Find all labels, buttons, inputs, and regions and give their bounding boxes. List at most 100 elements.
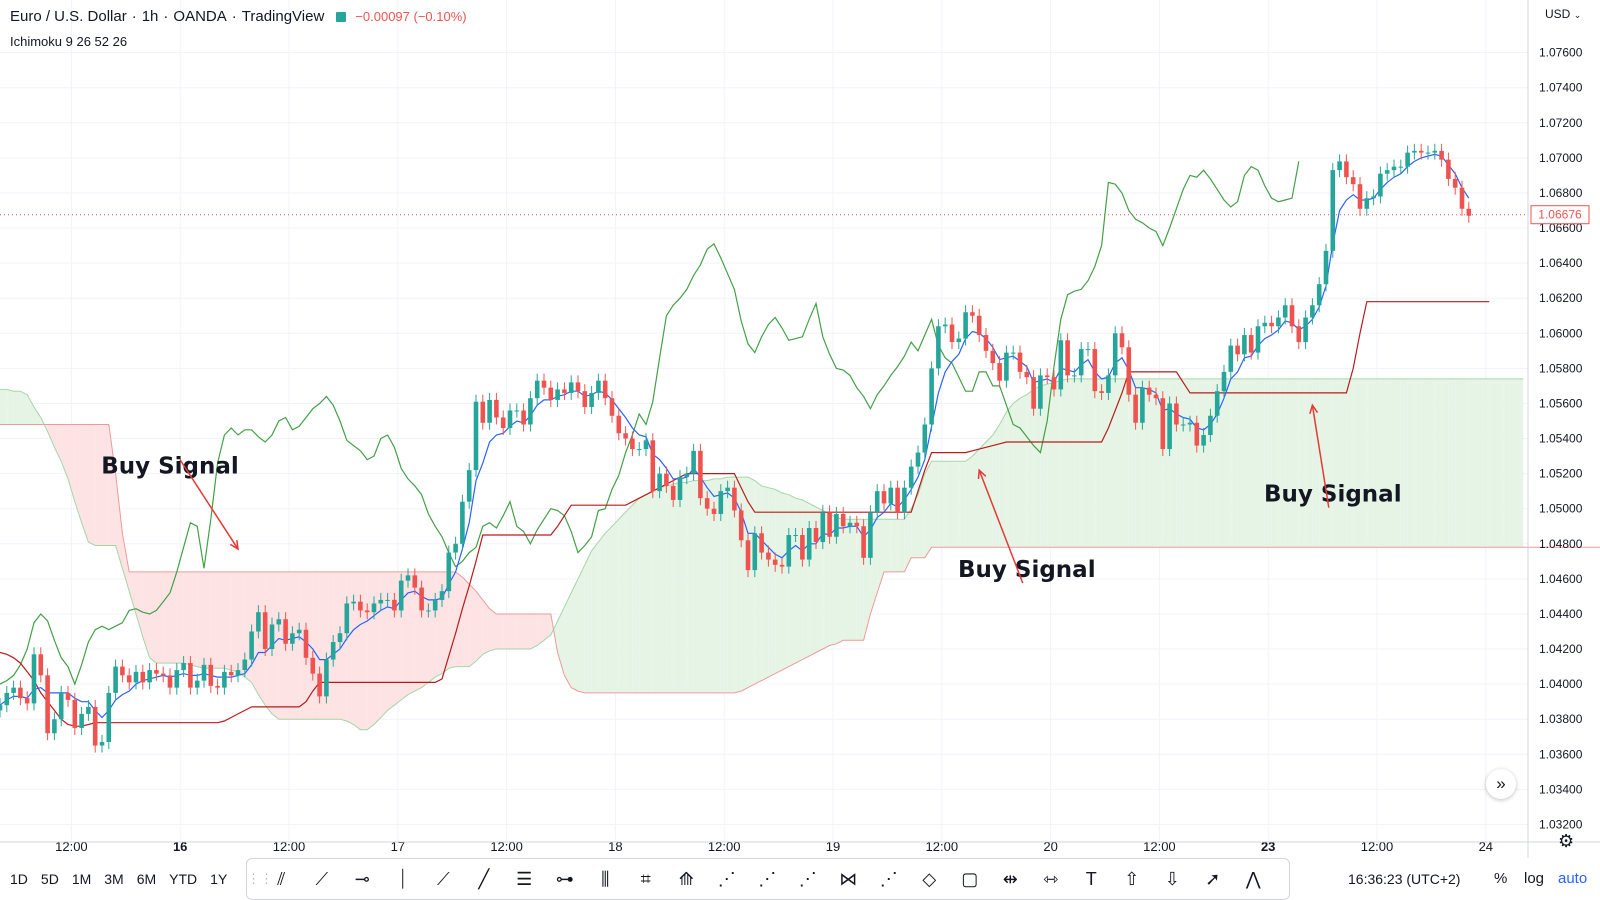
settings-gear-icon[interactable]: ⚙	[1558, 831, 1575, 851]
candle-up	[1316, 284, 1322, 306]
y-tick-label: 1.07400	[1539, 81, 1583, 95]
cloud-segment	[1482, 378, 1490, 548]
range-1m-button[interactable]: 1M	[71, 871, 92, 887]
indicator-legend[interactable]: Ichimoku 9 26 52 26	[10, 34, 128, 49]
cloud-segment	[136, 571, 143, 637]
cloud-segment	[204, 571, 211, 669]
candle-up	[276, 619, 282, 625]
percent-scale-button[interactable]: %	[1494, 870, 1508, 887]
pitchfork-icon[interactable]: ☰	[516, 868, 533, 889]
drag-handle-icon[interactable]: ⋮⋮	[247, 871, 273, 886]
fib-retracement-icon[interactable]: ⫼	[601, 868, 610, 889]
candle-down	[1092, 349, 1098, 392]
regression-trend-icon[interactable]: ⟋	[315, 868, 329, 889]
cypher-pattern-icon[interactable]: ⋀	[1245, 868, 1261, 889]
candle-up	[834, 513, 839, 537]
candle-down	[1357, 184, 1363, 209]
candle-down	[895, 487, 900, 513]
cloud-segment	[890, 519, 898, 572]
triangle-pattern-icon[interactable]: ◇	[922, 868, 937, 889]
candle-down	[861, 526, 866, 558]
cloud-segment	[312, 571, 320, 720]
clock[interactable]: 16:36:23 (UTC+2)	[1348, 871, 1461, 887]
vertical-line-icon[interactable]: ⏐	[397, 868, 408, 889]
horizontal-segment-icon[interactable]: ⊶	[555, 868, 574, 889]
cloud-segment	[1190, 378, 1197, 548]
abcd-pattern-icon[interactable]: ⋰	[758, 868, 777, 889]
elliott-impulse-icon[interactable]: ⋰	[717, 868, 736, 889]
candle-up	[752, 533, 758, 571]
xabcd-pattern-icon[interactable]: ⋰	[798, 868, 817, 889]
candle-up	[201, 664, 207, 681]
cloud-segment	[673, 482, 680, 693]
cloud-segment	[952, 461, 959, 548]
range-1y-button[interactable]: 1Y	[210, 871, 228, 887]
cloud-segment	[843, 519, 850, 641]
scroll-to-realtime-button[interactable]: »	[1486, 769, 1516, 799]
interval-label[interactable]: 1h	[141, 8, 159, 25]
cloud-segment	[727, 477, 735, 693]
ray-icon[interactable]: ╱	[478, 868, 490, 889]
candles	[0, 143, 1472, 753]
candle-down	[1031, 377, 1036, 409]
range-5d-button[interactable]: 5D	[40, 871, 59, 887]
candle-up	[1242, 335, 1247, 355]
candle-up	[514, 410, 520, 412]
cloud-segment	[1244, 378, 1252, 548]
date-range-icon[interactable]: ⇹	[1002, 868, 1018, 889]
cloud-segment	[1115, 378, 1122, 548]
cloud-segment	[1434, 378, 1442, 548]
cloud-segment	[367, 571, 374, 730]
cloud-segment	[938, 461, 946, 548]
candle-down	[623, 433, 628, 439]
cloud-segment	[346, 571, 354, 725]
candle-up	[786, 535, 792, 567]
candle-up	[908, 466, 914, 488]
log-scale-button[interactable]: log	[1524, 870, 1545, 887]
long-position-icon[interactable]: ⌗	[640, 868, 651, 889]
parallel-channel-icon[interactable]: ⫽	[277, 868, 286, 889]
cloud-segment	[1326, 378, 1333, 548]
gann-fan-icon[interactable]: ⟰	[678, 868, 694, 889]
rectangle-icon[interactable]: ▢	[961, 868, 979, 889]
cloud-segment	[618, 512, 626, 693]
cloud-segment	[768, 487, 776, 678]
y-tick-label: 1.06800	[1539, 186, 1583, 200]
price-range-icon[interactable]: ⇿	[1043, 868, 1059, 889]
range-6m-button[interactable]: 6M	[136, 871, 157, 887]
auto-scale-button[interactable]: auto	[1558, 870, 1588, 887]
candle-down	[997, 363, 1002, 381]
arrow-marker-icon[interactable]: ➚	[1205, 868, 1221, 889]
horizontal-ray-icon[interactable]: ⊸	[354, 868, 370, 889]
candle-up	[466, 470, 472, 502]
text-icon[interactable]: T	[1085, 868, 1097, 889]
cloud-segment	[999, 412, 1007, 548]
cloud-segment	[680, 482, 687, 693]
head-shoulders-icon[interactable]: ⋈	[839, 868, 858, 889]
cloud-segment	[54, 424, 62, 462]
trend-line-icon[interactable]: ⟋	[436, 868, 450, 889]
range-3m-button[interactable]: 3M	[104, 871, 124, 887]
currency-selector[interactable]: USD ⌄	[1545, 7, 1581, 21]
candle-up	[1310, 305, 1315, 318]
cloud-segment	[693, 480, 701, 693]
candle-up	[1058, 340, 1064, 390]
cloud-segment	[816, 506, 823, 653]
candle-up	[1262, 322, 1268, 327]
range-1d-button[interactable]: 1D	[10, 871, 28, 887]
cloud-segment	[1264, 378, 1272, 548]
range-ytd-button[interactable]: YTD	[169, 871, 198, 887]
candle-up	[398, 580, 404, 611]
wave-pattern-icon[interactable]: ⋰	[879, 868, 898, 889]
platform-label: TradingView	[241, 8, 325, 25]
cloud-segment	[231, 571, 238, 672]
candle-up	[1228, 345, 1234, 372]
candle-up	[868, 512, 873, 558]
candle-up	[922, 424, 928, 453]
arrow-down-icon[interactable]: ⇩	[1164, 868, 1180, 889]
symbol-name[interactable]: Euro / U.S. Dollar	[10, 8, 127, 25]
x-tick-label: 12:00	[708, 839, 741, 854]
arrow-up-icon[interactable]: ⇧	[1124, 868, 1140, 889]
candle-down	[283, 619, 288, 644]
